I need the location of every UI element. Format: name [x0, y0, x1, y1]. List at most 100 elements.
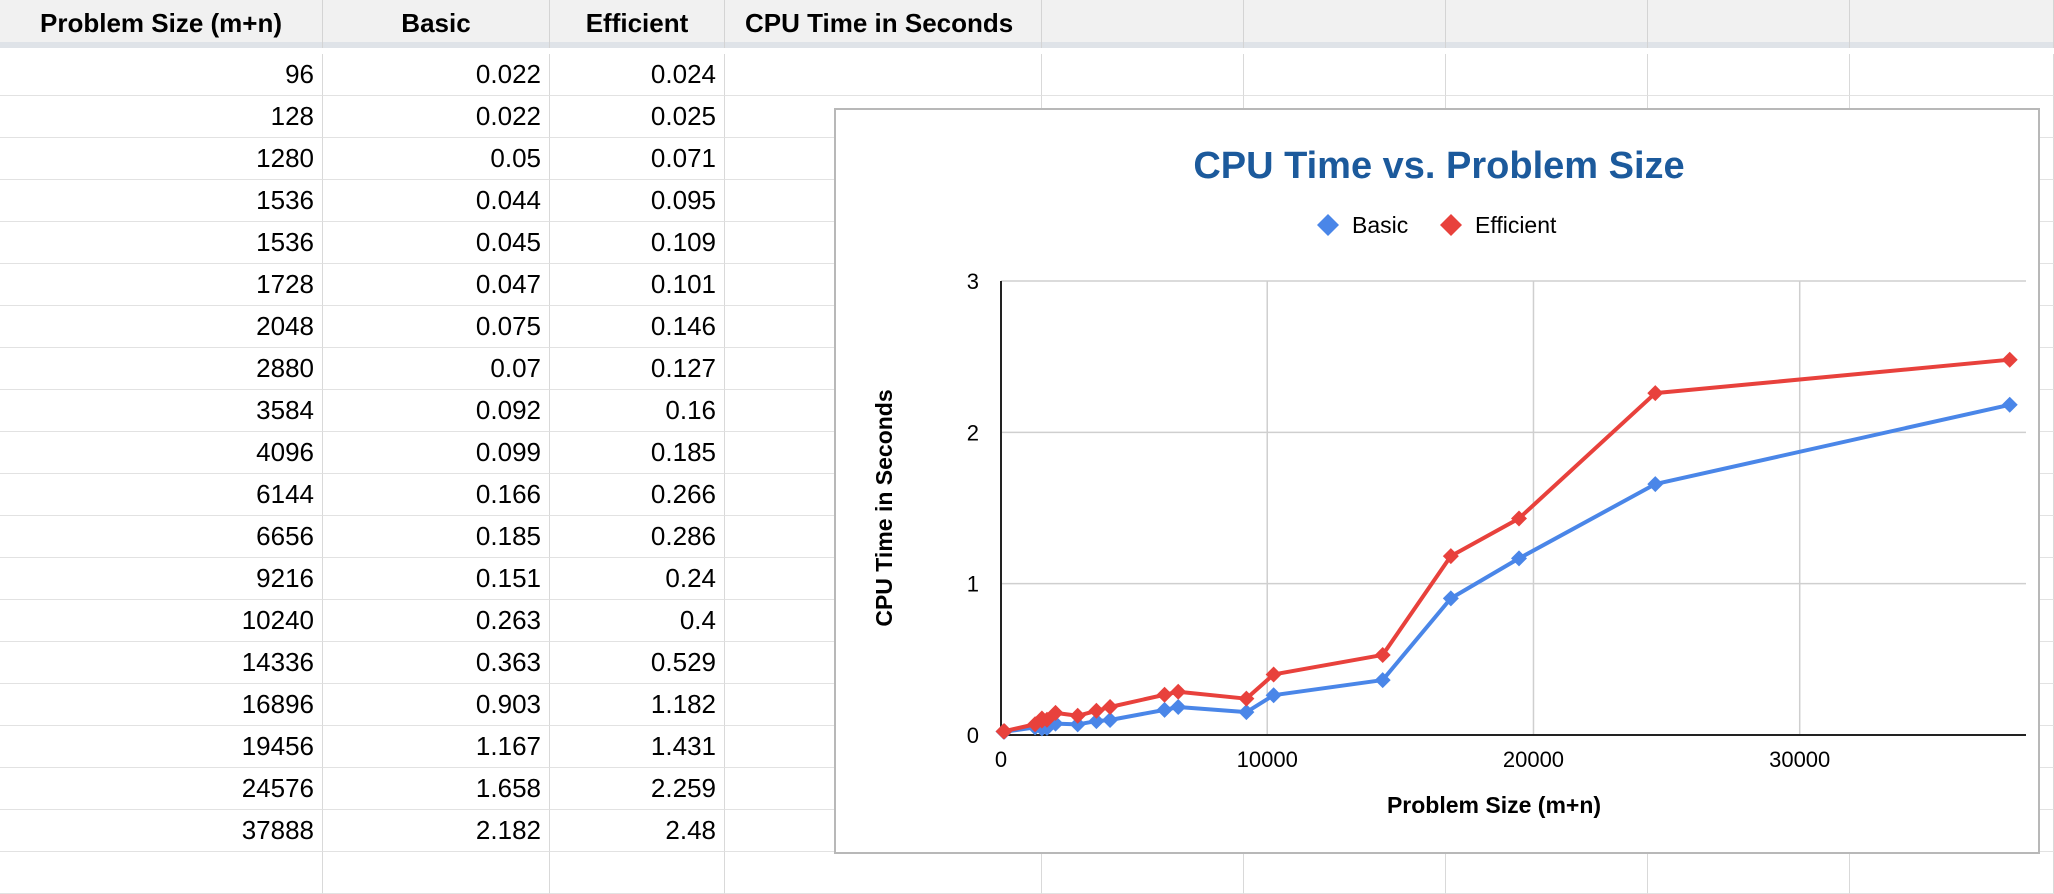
efficient-cell[interactable]: 0.025 [550, 96, 725, 138]
x-tick-label: 30000 [1769, 747, 1830, 772]
basic-cell[interactable]: 0.263 [323, 600, 550, 642]
efficient-cell[interactable]: 0.109 [550, 222, 725, 264]
empty-cell[interactable] [1648, 852, 1850, 894]
basic-cell[interactable]: 0.047 [323, 264, 550, 306]
problem-size-cell[interactable]: 2880 [0, 348, 323, 390]
basic-cell[interactable]: 0.363 [323, 642, 550, 684]
basic-cell[interactable]: 0.151 [323, 558, 550, 600]
empty-cell[interactable] [1042, 852, 1244, 894]
data-point-basic [1088, 713, 1105, 730]
y-tick-label: 3 [967, 269, 979, 294]
data-point-efficient [1510, 510, 1527, 527]
basic-cell[interactable]: 0.092 [323, 390, 550, 432]
problem-size-cell[interactable]: 1536 [0, 222, 323, 264]
data-point-efficient [996, 723, 1013, 740]
efficient-cell[interactable]: 1.182 [550, 684, 725, 726]
problem-size-cell[interactable]: 16896 [0, 684, 323, 726]
basic-cell[interactable]: 1.167 [323, 726, 550, 768]
basic-cell[interactable]: 0.185 [323, 516, 550, 558]
efficient-cell[interactable]: 0.071 [550, 138, 725, 180]
header-problem-size[interactable]: Problem Size (m+n) [0, 0, 323, 48]
empty-cell[interactable] [1850, 54, 2054, 96]
efficient-cell[interactable]: 1.431 [550, 726, 725, 768]
efficient-cell[interactable]: 0.529 [550, 642, 725, 684]
header-empty-e[interactable] [1042, 0, 1244, 48]
efficient-cell[interactable]: 0.127 [550, 348, 725, 390]
problem-size-cell[interactable]: 128 [0, 96, 323, 138]
header-efficient[interactable]: Efficient [550, 0, 725, 48]
header-basic[interactable]: Basic [323, 0, 550, 48]
problem-size-cell[interactable]: 24576 [0, 768, 323, 810]
x-tick-label: 10000 [1237, 747, 1298, 772]
empty-cell[interactable] [1042, 54, 1244, 96]
data-point-basic [1069, 716, 1086, 733]
efficient-cell[interactable]: 0.095 [550, 180, 725, 222]
empty-cell[interactable] [1244, 54, 1446, 96]
data-point-efficient [1374, 646, 1391, 663]
data-point-basic [1102, 712, 1119, 729]
efficient-cell[interactable]: 0.16 [550, 390, 725, 432]
header-empty-g[interactable] [1446, 0, 1648, 48]
chart-container[interactable]: CPU Time vs. Problem Size Basic Efficient… [834, 108, 2040, 854]
series-basic [995, 396, 2018, 740]
problem-size-cell[interactable]: 37888 [0, 810, 323, 852]
basic-cell[interactable]: 0.022 [323, 54, 550, 96]
problem-size-cell[interactable]: 96 [0, 54, 323, 96]
empty-cell[interactable] [1446, 54, 1648, 96]
problem-size-cell[interactable]: 1280 [0, 138, 323, 180]
efficient-cell[interactable]: 0.101 [550, 264, 725, 306]
problem-size-cell[interactable]: 10240 [0, 600, 323, 642]
data-point-basic [1442, 590, 1459, 607]
data-point-efficient [1647, 385, 1664, 402]
basic-cell[interactable]: 0.075 [323, 306, 550, 348]
basic-cell[interactable]: 0.05 [323, 138, 550, 180]
empty-cell[interactable] [725, 852, 1042, 894]
problem-size-cell[interactable]: 6656 [0, 516, 323, 558]
problem-size-cell[interactable] [0, 852, 323, 894]
basic-cell[interactable] [323, 852, 550, 894]
empty-cell[interactable] [1648, 54, 1850, 96]
efficient-cell[interactable]: 0.286 [550, 516, 725, 558]
efficient-cell[interactable]: 0.185 [550, 432, 725, 474]
basic-cell[interactable]: 0.045 [323, 222, 550, 264]
problem-size-cell[interactable]: 1728 [0, 264, 323, 306]
problem-size-cell[interactable]: 4096 [0, 432, 323, 474]
header-cpu-time[interactable]: CPU Time in Seconds [725, 0, 1042, 48]
basic-cell[interactable]: 0.099 [323, 432, 550, 474]
series-line-efficient [1002, 357, 2010, 734]
basic-cell[interactable]: 0.044 [323, 180, 550, 222]
chart-series [995, 351, 2018, 740]
basic-cell[interactable]: 0.903 [323, 684, 550, 726]
empty-cell[interactable] [1446, 852, 1648, 894]
problem-size-cell[interactable]: 2048 [0, 306, 323, 348]
problem-size-cell[interactable]: 14336 [0, 642, 323, 684]
header-empty-f[interactable] [1244, 0, 1446, 48]
efficient-cell[interactable]: 2.48 [550, 810, 725, 852]
problem-size-cell[interactable]: 19456 [0, 726, 323, 768]
data-point-efficient [1069, 707, 1086, 724]
series-line-basic [1002, 402, 2011, 734]
header-empty-i[interactable] [1850, 0, 2054, 48]
problem-size-cell[interactable]: 6144 [0, 474, 323, 516]
problem-size-cell[interactable]: 1536 [0, 180, 323, 222]
basic-cell[interactable]: 2.182 [323, 810, 550, 852]
efficient-cell[interactable]: 0.024 [550, 54, 725, 96]
problem-size-cell[interactable]: 3584 [0, 390, 323, 432]
basic-cell[interactable]: 0.022 [323, 96, 550, 138]
problem-size-cell[interactable]: 9216 [0, 558, 323, 600]
empty-cell[interactable] [1850, 852, 2054, 894]
empty-cell[interactable] [1244, 852, 1446, 894]
basic-cell[interactable]: 0.07 [323, 348, 550, 390]
basic-cell[interactable]: 0.166 [323, 474, 550, 516]
x-axis-label: Problem Size (m+n) [1387, 792, 1601, 818]
data-point-basic [1238, 704, 1255, 721]
empty-cell[interactable] [725, 54, 1042, 96]
basic-cell[interactable]: 1.658 [323, 768, 550, 810]
efficient-cell[interactable] [550, 852, 725, 894]
efficient-cell[interactable]: 0.24 [550, 558, 725, 600]
efficient-cell[interactable]: 0.146 [550, 306, 725, 348]
header-empty-h[interactable] [1648, 0, 1850, 48]
efficient-cell[interactable]: 0.266 [550, 474, 725, 516]
efficient-cell[interactable]: 2.259 [550, 768, 725, 810]
efficient-cell[interactable]: 0.4 [550, 600, 725, 642]
